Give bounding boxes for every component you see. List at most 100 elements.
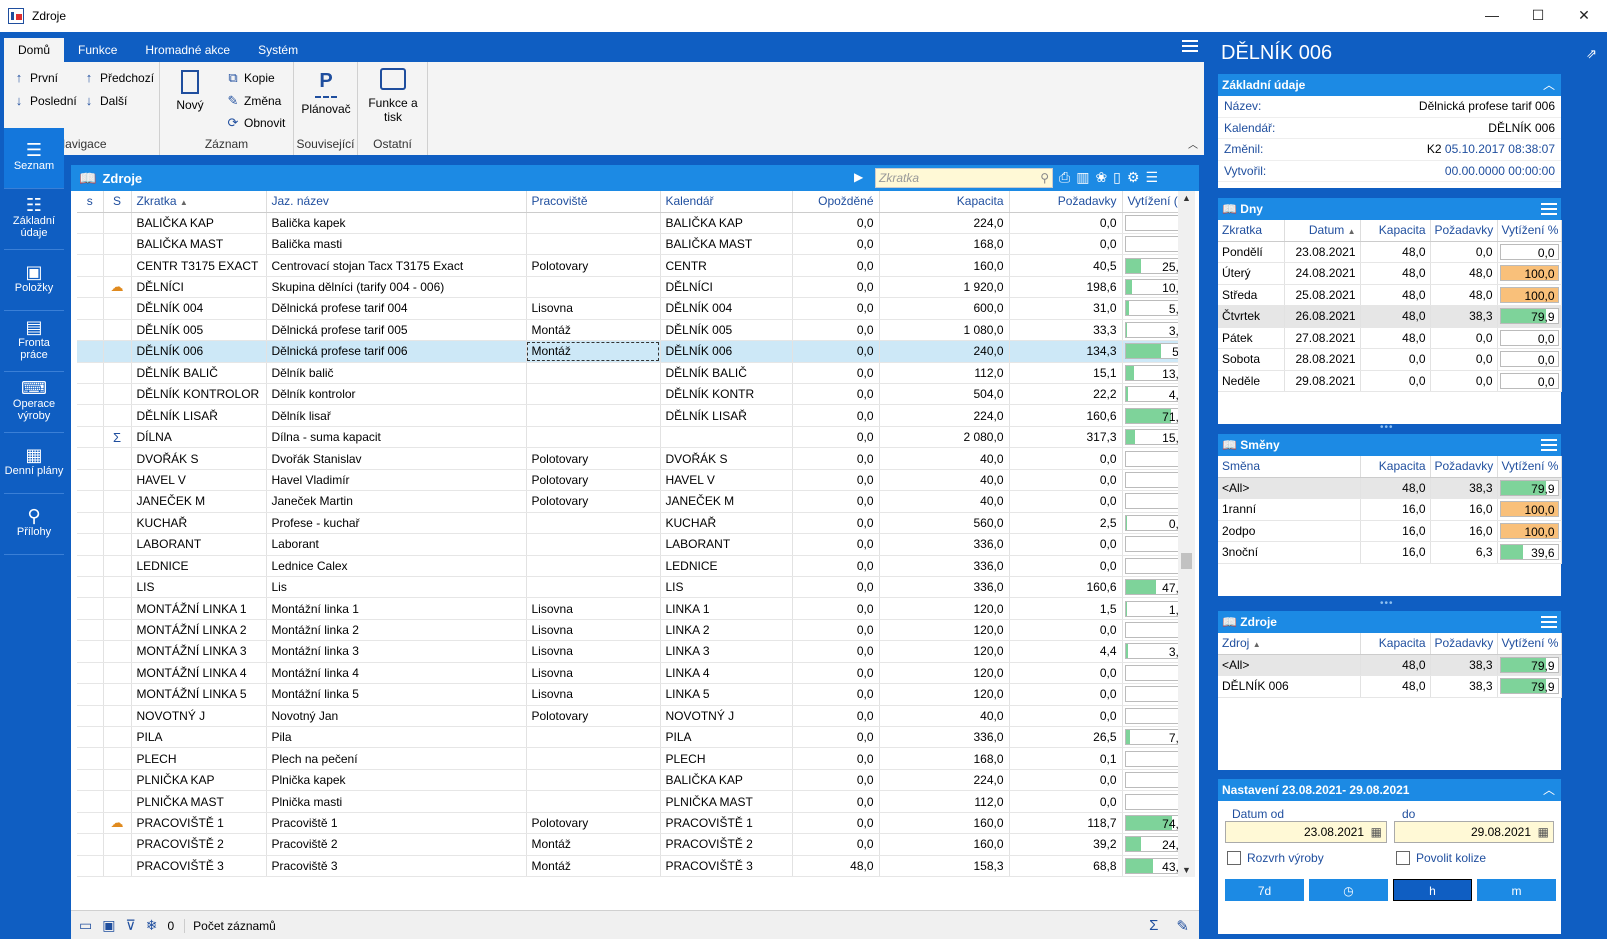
last-button[interactable]: ↓ Poslední	[12, 93, 77, 108]
first-button[interactable]: ↑ První	[12, 70, 58, 85]
table-row[interactable]: Neděle 29.08.2021 0,0 0,0 0,0	[1218, 370, 1562, 392]
refresh-button[interactable]: ⟳ Obnovit	[227, 115, 286, 130]
table-row[interactable]: DĚLNÍK KONTROLOR Dělník kontrolor DĚLNÍK K…	[77, 383, 1193, 406]
nav-denni-plany[interactable]: ▦ Denní plány	[4, 433, 64, 494]
close-icon[interactable]: ✕	[1578, 6, 1590, 23]
minimize-icon[interactable]: —	[1485, 7, 1499, 23]
unit-hours-button[interactable]: h	[1393, 879, 1472, 901]
planner-button[interactable]: P Plánovač	[301, 70, 351, 116]
col-kapacita[interactable]: Kapacita	[879, 191, 1010, 213]
table-row[interactable]: DĚLNÍK 006 Dělnická profese tarif 006 Mont…	[77, 340, 1193, 363]
hamburger-icon[interactable]: ☰	[1145, 169, 1159, 185]
col-pozadavky[interactable]: Požadavky	[1009, 191, 1123, 213]
table-row[interactable]: 2odpo 16,0 16,0 100,0	[1218, 520, 1562, 542]
table-row[interactable]: BALIČKA KAP Balička kapek BALIČKA KAP 0,0 22…	[77, 212, 1193, 234]
table-row[interactable]: BALIČKA MAST Balička masti BALIČKA MAST 0,0…	[77, 233, 1193, 256]
scroll-down-icon[interactable]: ▼	[1182, 865, 1191, 875]
filter-icon[interactable]: ❀	[1095, 169, 1108, 185]
play-icon[interactable]: ▶	[854, 170, 864, 184]
nav-operace-vyroby[interactable]: ⌨ Operace výroby	[4, 372, 64, 433]
table-row[interactable]: Pondělí 23.08.2021 48,0 0,0 0,0	[1218, 241, 1562, 263]
col-kalendar[interactable]: Kalendář	[660, 191, 793, 213]
hamburger-icon[interactable]	[1541, 616, 1557, 628]
col-vytizeni[interactable]: Vytížení %	[1497, 456, 1562, 478]
chevron-up-icon[interactable]: ︿	[1542, 78, 1555, 92]
table-row[interactable]: DĚLNÍK 004 Dělnická profese tarif 004 Liso…	[77, 297, 1193, 320]
table-row[interactable]: <All> 48,0 38,3 79,9	[1218, 477, 1562, 499]
table-row[interactable]: Σ DÍLNA Dílna - suma kapacit 0,0 2 080,0 317,…	[77, 426, 1193, 449]
nav-polozky[interactable]: ▣ Položky	[4, 250, 64, 311]
col-kapacita[interactable]: Kapacita	[1360, 633, 1431, 655]
col-kapacita[interactable]: Kapacita	[1360, 220, 1431, 242]
col-zkratka[interactable]: Zkratka	[1218, 220, 1285, 242]
calendar-icon[interactable]: ▦	[1537, 825, 1549, 839]
table-row[interactable]: MONTÁŽNÍ LINKA 2 Montážní linka 2 Lisovna L…	[77, 619, 1193, 642]
table-row[interactable]: Sobota 28.08.2021 0,0 0,0 0,0	[1218, 348, 1562, 371]
checkbox-box[interactable]	[1396, 851, 1410, 865]
table-row[interactable]: MONTÁŽNÍ LINKA 5 Montážní linka 5 Lisovna L…	[77, 683, 1193, 706]
table-row[interactable]: 1ranní 16,0 16,0 100,0	[1218, 498, 1562, 521]
date-to-input[interactable]: 29.08.2021 ▦	[1394, 821, 1554, 843]
next-button[interactable]: ↓ Další	[82, 93, 128, 108]
col-pozadavky[interactable]: Požadavky	[1430, 633, 1498, 655]
col-S[interactable]: S	[103, 191, 132, 213]
maximize-icon[interactable]: ☐	[1531, 6, 1545, 23]
col-vytizeni[interactable]: Vytížení (%)	[1122, 191, 1193, 213]
collapse-ribbon-icon[interactable]: ︿	[1188, 140, 1198, 151]
tab-hromadne-akce[interactable]: Hromadné akce	[145, 43, 231, 57]
rozvrh-vyroby-checkbox[interactable]: Rozvrh výroby	[1227, 851, 1324, 865]
table-row[interactable]: DĚLNÍK 006 48,0 38,3 79,9	[1218, 675, 1562, 698]
col-vytizeni[interactable]: Vytížení %	[1497, 633, 1562, 655]
nav-zakladni-udaje[interactable]: ☷ Základní údaje	[4, 189, 64, 250]
change-button[interactable]: ✎ Změna	[227, 93, 282, 108]
hamburger-icon[interactable]	[1541, 203, 1557, 215]
table-row[interactable]: DĚLNÍK LISAŘ Dělník lisař DĚLNÍK LISAŘ 0,0 2…	[77, 404, 1193, 427]
scroll-thumb[interactable]	[1181, 553, 1192, 569]
unit-minutes-button[interactable]: m	[1477, 879, 1556, 901]
snowflake-icon[interactable]: ❄	[145, 917, 158, 933]
new-button[interactable]: Nový	[172, 70, 208, 112]
table-row[interactable]: PRACOVIŠTĚ 2 Pracoviště 2 Montáž PRACOVIŠTĚ…	[77, 833, 1193, 856]
columns-icon[interactable]: ▯	[1113, 169, 1121, 185]
table-row[interactable]: Čtvrtek 26.08.2021 48,0 38,3 79,9	[1218, 305, 1562, 328]
table-row[interactable]: <All> 48,0 38,3 79,9	[1218, 654, 1562, 676]
povolit-kolize-checkbox[interactable]: Povolit kolize	[1396, 851, 1486, 865]
table-row[interactable]: PLNIČKA MAST Plnička masti PLNIČKA MAST 0,0…	[77, 790, 1193, 813]
table-row[interactable]: CENTR T3175 EXACT Centrovací stojan Tacx …	[77, 254, 1193, 277]
table-row[interactable]: ☁ DĚLNÍCI Skupina dělníci (tarify 004 - 00…	[77, 276, 1193, 299]
book-icon[interactable]: ▭	[79, 917, 93, 933]
print-button[interactable]: Funkce a tisk	[364, 68, 422, 124]
clock-icon[interactable]: ◷	[1309, 879, 1388, 901]
previous-button[interactable]: ↑ Předchozí	[82, 70, 154, 85]
hamburger-icon[interactable]	[1182, 40, 1198, 52]
nav-seznam[interactable]: ☰ Seznam	[4, 128, 64, 189]
table-row[interactable]: JANEČEK M Janeček Martin Polotovary JANEČEK…	[77, 490, 1193, 513]
sum-icon[interactable]: Σ	[1149, 917, 1159, 934]
col-datum[interactable]: Datum ▲	[1284, 220, 1361, 242]
popout-icon[interactable]: ⇗	[1586, 46, 1597, 61]
nav-fronta-prace[interactable]: ▤ Fronta práce	[4, 311, 64, 372]
filter-icon[interactable]: ⊽	[125, 917, 136, 933]
table-row[interactable]: DĚLNÍK 005 Dělnická profese tarif 005 Mont…	[77, 319, 1193, 342]
pencil-icon[interactable]: ✎	[1176, 918, 1189, 935]
table-row[interactable]: 3noční 16,0 6,3 39,6	[1218, 541, 1562, 564]
table-row[interactable]: PLNIČKA KAP Plnička kapek BALIČKA KAP 0,0 22…	[77, 769, 1193, 792]
chevron-up-icon[interactable]: ︿	[1542, 783, 1555, 797]
range-7d-button[interactable]: 7d	[1225, 879, 1304, 901]
col-pozadavky[interactable]: Požadavky	[1430, 220, 1498, 242]
search-input[interactable]: Zkratka ⚲	[875, 168, 1053, 188]
gear-icon[interactable]: ⚙	[1126, 169, 1140, 185]
table-row[interactable]: Pátek 27.08.2021 48,0 0,0 0,0	[1218, 327, 1562, 349]
col-kapacita[interactable]: Kapacita	[1360, 456, 1431, 478]
col-smena[interactable]: Směna	[1218, 456, 1361, 478]
table-row[interactable]: MONTÁŽNÍ LINKA 3 Montážní linka 3 Lisovna L…	[77, 640, 1193, 663]
col-zdroj[interactable]: Zdroj ▲	[1218, 633, 1361, 655]
tab-system[interactable]: Systém	[258, 43, 299, 57]
table-row[interactable]: ☁ PRACOVIŠTĚ 1 Pracoviště 1 Polotovary PRACO…	[77, 812, 1193, 835]
